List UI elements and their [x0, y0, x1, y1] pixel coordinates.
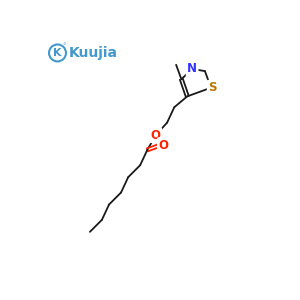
Text: O: O	[151, 129, 161, 142]
Text: K: K	[53, 48, 62, 58]
Text: N: N	[187, 62, 197, 75]
Text: S: S	[208, 81, 217, 94]
Text: O: O	[158, 139, 168, 152]
Text: Kuujia: Kuujia	[69, 46, 118, 60]
Text: °: °	[63, 43, 66, 49]
